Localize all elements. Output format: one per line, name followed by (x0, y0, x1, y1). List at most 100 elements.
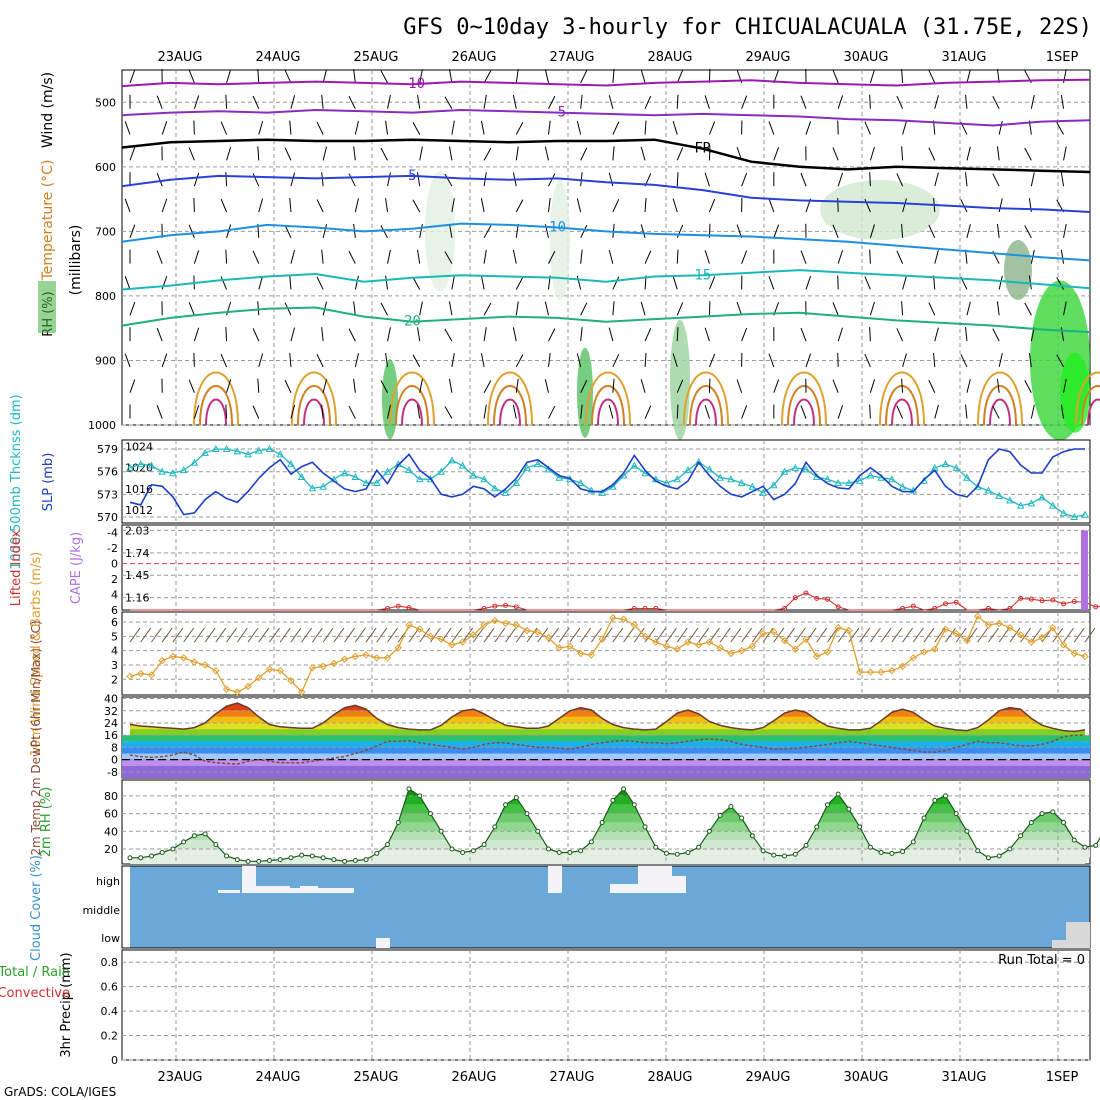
y-tick-label: 570 (97, 511, 118, 524)
rh-point (1007, 846, 1013, 852)
wind-barb (832, 69, 839, 84)
temperature-contour-label: -10 (400, 76, 425, 92)
thickness-point (1059, 509, 1068, 517)
wind-barb (483, 147, 492, 161)
y-tick-label: 573 (97, 488, 118, 501)
wind-barb (225, 94, 228, 109)
wind-barb (762, 627, 774, 643)
wind-barb (676, 94, 679, 109)
wind-barb (290, 172, 296, 187)
panel-labels: RH (%)Temperature (°C)Wind (m/s)(milliba… (0, 72, 84, 1058)
wind-barb (708, 276, 716, 290)
rh-point (728, 804, 734, 810)
rh-point (191, 833, 197, 839)
wind-barb (444, 406, 453, 419)
rh-point (202, 831, 208, 837)
cape-lifted-index-panel: -4 -2 0 2 4 6 1.16 1.45 1.74 2.03 (107, 524, 1100, 617)
wind-barb (612, 354, 620, 368)
temperature-contour-low (793, 398, 815, 426)
wind-speed-point (770, 628, 778, 636)
wind-barb (869, 172, 871, 187)
wind-barb (676, 302, 684, 316)
wind-barb (161, 121, 168, 135)
wind-barb (548, 250, 556, 264)
wind-barb (1060, 249, 1065, 264)
wind-speed-point (813, 652, 821, 661)
temp-band-base (122, 759, 1090, 766)
wind-barb (385, 352, 389, 367)
rh-point (674, 851, 680, 857)
wind-barb (188, 147, 195, 161)
wind-barb (236, 627, 248, 643)
wind-speed-point (1070, 649, 1078, 658)
wind-barb (708, 353, 716, 368)
wind-barb (869, 69, 875, 84)
thickness-point (297, 472, 306, 480)
wind-barb (548, 328, 556, 342)
thickness-line (129, 448, 1086, 518)
temperature-contour (121, 174, 1091, 213)
lifted-index-point (1039, 598, 1045, 604)
wind-barb (612, 199, 620, 213)
y-tick-label: 6 (111, 604, 118, 617)
wind-barb (644, 352, 647, 367)
wind-barb (290, 404, 296, 419)
wind-barb (515, 68, 519, 83)
top-date-label: 26AUG (451, 50, 496, 65)
wind-barb (902, 275, 907, 290)
wind-barb (483, 249, 487, 264)
upper-air-panel: 500 600 700 800 900 1000 -10 -5 FR 5 10 15 20 (88, 68, 1100, 441)
thickness-point (437, 467, 446, 475)
rh-point (513, 795, 519, 801)
cloud-fraction (290, 888, 300, 893)
lifted-index-point (1007, 605, 1013, 611)
wind-barb (965, 172, 968, 187)
wind-barb (864, 276, 871, 290)
wind-barb (252, 405, 260, 419)
wind-barb (1030, 172, 1035, 187)
wind-barb (252, 95, 260, 109)
rh-point (545, 846, 551, 852)
rh-point (631, 802, 637, 808)
rh-point (588, 839, 594, 845)
wind-barb (548, 173, 556, 187)
wind-barb (448, 223, 453, 238)
rh-point (385, 842, 391, 848)
thickness-point (845, 478, 853, 487)
thickness-point (641, 469, 649, 477)
wind-barb (348, 405, 356, 419)
thickness-point (523, 463, 531, 471)
rh-2m-panel: 20 40 60 80 (104, 779, 1100, 865)
thickness-point (716, 473, 725, 481)
wind-barb (515, 199, 524, 213)
y-tick-label: 40 (104, 825, 118, 838)
lifted-index-point (792, 595, 798, 601)
rh-shading (1060, 352, 1090, 433)
lifted-index-label: Lifted Index (9, 529, 24, 606)
wind-speed-line (129, 615, 1086, 694)
wind-barb (515, 354, 524, 368)
rh-point (170, 846, 176, 852)
temp2m-label: 2m Temp 2m DewPt (6hr Min/Max) (°C) (29, 620, 43, 855)
rh-point (245, 858, 251, 864)
wind-barb (751, 627, 763, 643)
rh-point (352, 857, 358, 863)
temperature-contour-low (977, 371, 1023, 426)
wind-speed-point (405, 621, 413, 629)
wind-barb (321, 327, 324, 342)
wind-barb (612, 68, 615, 83)
wind-barb (768, 276, 775, 290)
rh-point (127, 855, 133, 861)
rh-point (975, 848, 981, 854)
rh-point (878, 850, 884, 856)
wind-barb (512, 94, 517, 109)
lifted-index-point (803, 590, 809, 596)
wind-barb (612, 121, 620, 135)
wind-barb (1030, 404, 1035, 419)
thickness-point (963, 473, 971, 481)
wind-barb (515, 121, 524, 135)
wind-barb (640, 379, 646, 393)
rh-point (1071, 837, 1077, 843)
wind-barb (704, 327, 710, 342)
y-tick-label: 5 (111, 630, 118, 643)
